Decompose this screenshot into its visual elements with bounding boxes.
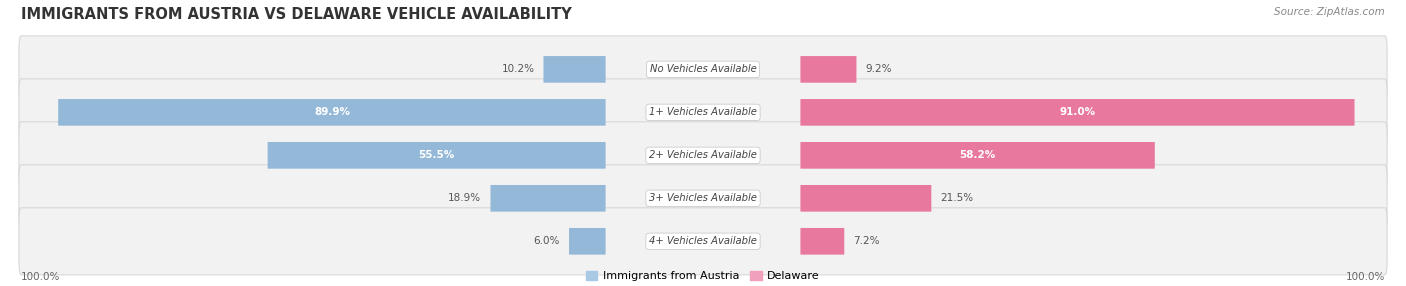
Legend: Immigrants from Austria, Delaware: Immigrants from Austria, Delaware bbox=[582, 266, 824, 285]
FancyBboxPatch shape bbox=[267, 142, 606, 169]
Text: 2+ Vehicles Available: 2+ Vehicles Available bbox=[650, 150, 756, 160]
Text: 89.9%: 89.9% bbox=[314, 107, 350, 117]
Text: No Vehicles Available: No Vehicles Available bbox=[650, 64, 756, 74]
FancyBboxPatch shape bbox=[18, 122, 1388, 189]
Text: 9.2%: 9.2% bbox=[866, 64, 891, 74]
FancyBboxPatch shape bbox=[491, 185, 606, 212]
Text: 55.5%: 55.5% bbox=[419, 150, 454, 160]
Text: 3+ Vehicles Available: 3+ Vehicles Available bbox=[650, 193, 756, 203]
Text: 100.0%: 100.0% bbox=[21, 271, 60, 281]
FancyBboxPatch shape bbox=[18, 79, 1388, 146]
FancyBboxPatch shape bbox=[800, 185, 931, 212]
Text: 21.5%: 21.5% bbox=[941, 193, 973, 203]
Text: 4+ Vehicles Available: 4+ Vehicles Available bbox=[650, 236, 756, 246]
Text: 58.2%: 58.2% bbox=[959, 150, 995, 160]
Text: 1+ Vehicles Available: 1+ Vehicles Available bbox=[650, 107, 756, 117]
FancyBboxPatch shape bbox=[18, 208, 1388, 275]
Text: IMMIGRANTS FROM AUSTRIA VS DELAWARE VEHICLE AVAILABILITY: IMMIGRANTS FROM AUSTRIA VS DELAWARE VEHI… bbox=[21, 7, 572, 22]
FancyBboxPatch shape bbox=[800, 228, 844, 255]
FancyBboxPatch shape bbox=[18, 36, 1388, 103]
FancyBboxPatch shape bbox=[58, 99, 606, 126]
FancyBboxPatch shape bbox=[18, 165, 1388, 232]
FancyBboxPatch shape bbox=[800, 99, 1354, 126]
FancyBboxPatch shape bbox=[569, 228, 606, 255]
Text: 18.9%: 18.9% bbox=[449, 193, 481, 203]
Text: 91.0%: 91.0% bbox=[1059, 107, 1095, 117]
FancyBboxPatch shape bbox=[800, 56, 856, 83]
FancyBboxPatch shape bbox=[800, 142, 1154, 169]
FancyBboxPatch shape bbox=[544, 56, 606, 83]
Text: 10.2%: 10.2% bbox=[502, 64, 534, 74]
Text: 100.0%: 100.0% bbox=[1346, 271, 1385, 281]
Text: 7.2%: 7.2% bbox=[853, 236, 880, 246]
Text: Source: ZipAtlas.com: Source: ZipAtlas.com bbox=[1274, 7, 1385, 17]
Text: 6.0%: 6.0% bbox=[533, 236, 560, 246]
